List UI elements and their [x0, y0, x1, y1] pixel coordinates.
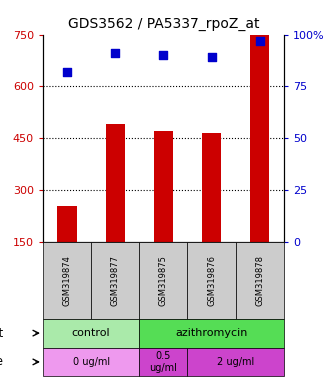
Text: azithromycin: azithromycin [175, 328, 248, 338]
Text: dose: dose [0, 356, 3, 368]
Text: agent: agent [0, 327, 3, 339]
Point [64, 69, 70, 75]
Bar [250, 35, 269, 242]
Bar [202, 133, 221, 242]
Text: 0 ug/ml: 0 ug/ml [73, 357, 110, 367]
Text: 0.5
ug/ml: 0.5 ug/ml [149, 351, 177, 373]
Bar [154, 131, 173, 242]
Text: GSM319876: GSM319876 [207, 255, 216, 306]
Bar [106, 124, 125, 242]
Text: GSM319875: GSM319875 [159, 255, 168, 306]
Point [113, 50, 118, 56]
Title: GDS3562 / PA5337_rpoZ_at: GDS3562 / PA5337_rpoZ_at [68, 17, 259, 31]
Point [161, 52, 166, 58]
Bar [57, 206, 77, 242]
Point [257, 38, 262, 44]
Text: GSM319874: GSM319874 [62, 255, 72, 306]
Point [209, 54, 214, 60]
Text: control: control [72, 328, 111, 338]
Text: GSM319877: GSM319877 [111, 255, 120, 306]
Text: 2 ug/ml: 2 ug/ml [217, 357, 254, 367]
Text: GSM319878: GSM319878 [255, 255, 264, 306]
